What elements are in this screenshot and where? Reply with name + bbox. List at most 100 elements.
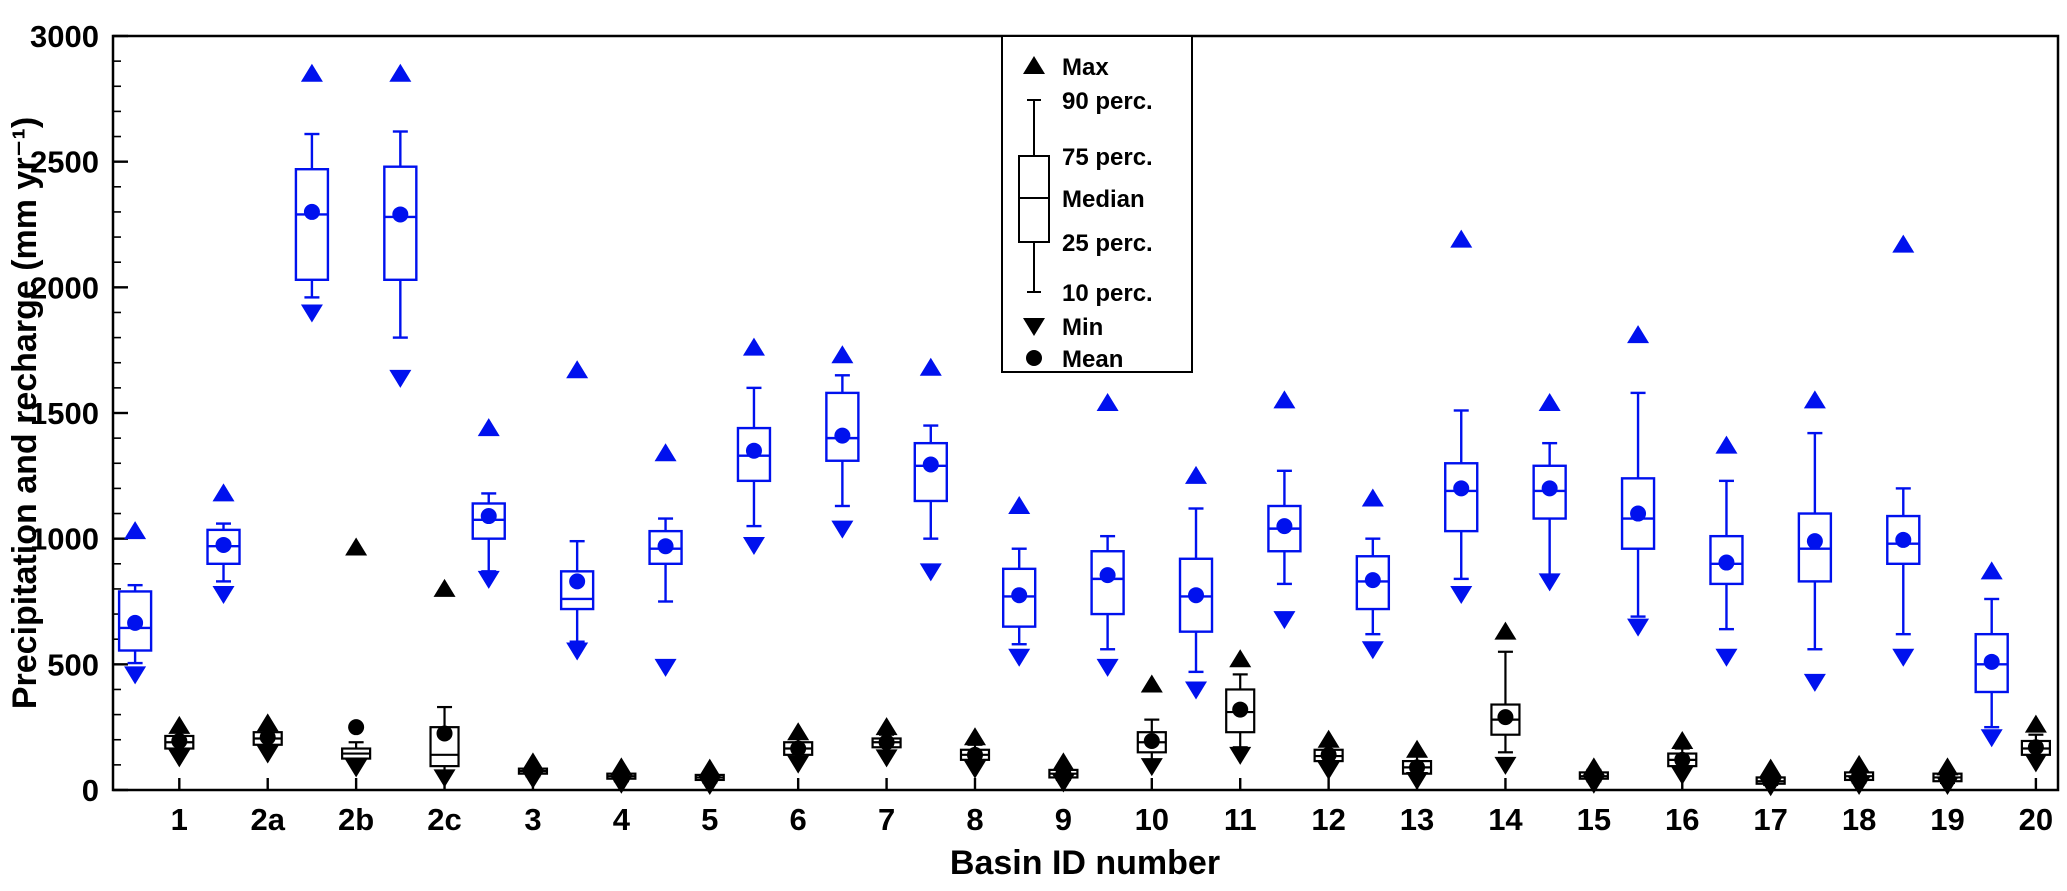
max-marker <box>1406 739 1429 758</box>
min-marker <box>1538 573 1561 592</box>
x-tick-label: 9 <box>1055 802 1072 837</box>
max-marker <box>654 443 677 462</box>
boxplot-recharge-19 <box>1932 757 1963 795</box>
boxplot-precipitation-7 <box>825 345 860 539</box>
max-marker <box>1715 435 1738 454</box>
boxplot-recharge-9 <box>1048 752 1079 793</box>
legend-label: Min <box>1062 314 1103 341</box>
boxplot-precipitation-18 <box>1797 390 1833 692</box>
boxplot-precipitation-3 <box>471 418 506 589</box>
y-tick-label: 2000 <box>30 270 99 305</box>
x-tick-label: 13 <box>1400 802 1434 837</box>
max-marker <box>963 727 986 746</box>
x-tick-label: 11 <box>1224 802 1257 837</box>
mean-marker <box>303 203 320 220</box>
max-marker <box>742 337 765 356</box>
max-marker <box>256 713 279 732</box>
iqr-box <box>825 391 860 462</box>
min-marker <box>566 642 589 661</box>
max-marker <box>1848 754 1871 773</box>
min-marker <box>1450 585 1473 604</box>
max-marker <box>1052 752 1075 771</box>
max-marker <box>300 63 323 82</box>
min-marker <box>168 749 191 768</box>
min-marker <box>124 666 147 685</box>
boxplot-precipitation-9 <box>1001 495 1037 667</box>
max-marker <box>1627 325 1650 344</box>
min-marker <box>610 775 633 794</box>
x-tick-label: 17 <box>1753 802 1787 837</box>
mean-marker <box>171 732 188 749</box>
min-marker <box>698 776 721 795</box>
boxplot-recharge-3 <box>517 752 549 789</box>
legend-mean-icon <box>1026 350 1042 366</box>
max-marker <box>1140 674 1163 693</box>
mean-marker <box>790 740 807 757</box>
legend-label: Mean <box>1062 346 1123 373</box>
mean-marker <box>436 725 453 742</box>
mean-marker <box>834 427 851 444</box>
legend: Max 90 perc. 75 perc. Median 25 perc. 10 perc… <box>1001 35 1193 373</box>
min-marker <box>1892 648 1915 667</box>
min-marker <box>1008 648 1031 667</box>
legend-label: Max <box>1062 54 1109 81</box>
max-marker <box>1980 561 2003 580</box>
boxplot-precipitation-10 <box>1090 392 1125 677</box>
mean-marker <box>2027 739 2044 756</box>
min-marker <box>1803 673 1826 692</box>
boxplot-recharge-6 <box>783 722 814 774</box>
max-marker <box>566 360 589 379</box>
mean-marker <box>922 456 939 473</box>
min-marker <box>1671 766 1694 785</box>
x-tick-label: 3 <box>524 802 541 837</box>
max-marker <box>1936 757 1959 776</box>
boxplot-precipitation-6 <box>736 337 772 555</box>
mean-marker <box>1232 701 1249 718</box>
mean-marker <box>1143 732 1160 749</box>
y-tick-label: 3000 <box>30 19 99 54</box>
plot-area: 0 500 1000 1500 2000 2500 3000 1 2a 2b 2c 3 4 5 6 7 8 9 10… <box>30 19 2060 837</box>
max-marker <box>1273 390 1296 409</box>
x-tick-label: 7 <box>878 802 895 837</box>
max-marker <box>124 521 147 540</box>
mean-marker <box>1718 554 1735 571</box>
max-marker <box>1361 488 1384 507</box>
min-marker <box>1317 761 1340 780</box>
legend-label: 75 perc. <box>1062 144 1153 171</box>
boxplot-recharge-20 <box>2020 714 2051 773</box>
iqr-box <box>294 168 330 281</box>
boxplot-precipitation-11 <box>1178 465 1214 700</box>
mean-marker <box>1674 751 1691 768</box>
boxplot-precipitation-8 <box>913 357 948 582</box>
min-marker <box>1185 681 1208 700</box>
mean-marker <box>392 206 409 223</box>
mean-marker <box>1630 505 1647 522</box>
mean-marker <box>1983 653 2000 670</box>
y-tick-label: 1000 <box>30 522 99 557</box>
boxplot-precipitation-5 <box>648 443 683 677</box>
boxplot-recharge-17 <box>1755 758 1786 797</box>
y-tick-label: 2500 <box>30 145 99 180</box>
max-marker <box>477 418 500 437</box>
min-marker <box>1936 776 1959 795</box>
max-marker <box>389 63 412 82</box>
min-marker <box>389 369 412 388</box>
max-marker <box>875 717 898 736</box>
min-marker <box>1980 729 2003 748</box>
min-marker <box>831 520 854 539</box>
mean-marker <box>1188 587 1205 604</box>
boxplot-recharge-2a <box>252 713 283 764</box>
boxplot-precipitation-12 <box>1267 390 1302 630</box>
min-marker <box>433 769 456 788</box>
min-marker <box>1494 756 1517 775</box>
min-marker <box>521 770 544 789</box>
iqr-box <box>1178 557 1214 633</box>
x-tick-label: 2a <box>250 802 285 837</box>
boxplot-recharge-16 <box>1667 730 1698 785</box>
legend-label: 10 perc. <box>1062 280 1153 307</box>
boxplot-recharge-10 <box>1136 674 1167 777</box>
boxplot-recharge-15 <box>1578 757 1609 794</box>
x-tick-label: 4 <box>613 802 631 837</box>
min-marker <box>2024 754 2047 773</box>
mean-marker <box>569 573 586 590</box>
